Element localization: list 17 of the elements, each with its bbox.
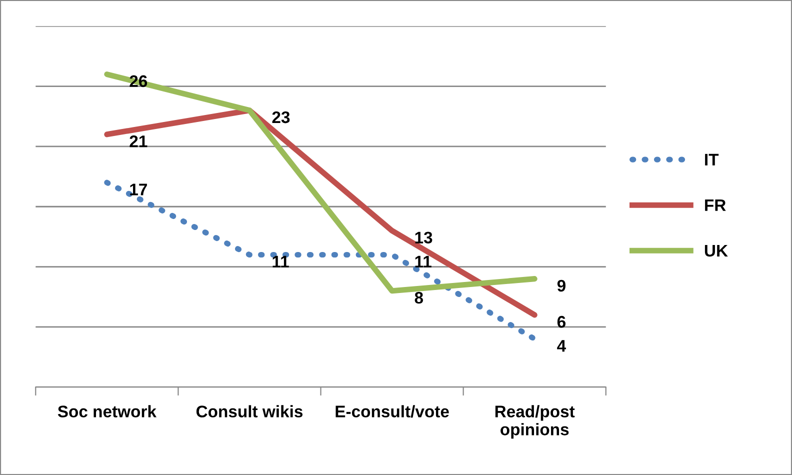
data-label: 23	[272, 111, 290, 124]
data-label: 21	[130, 135, 148, 148]
data-label: 11	[272, 256, 289, 268]
data-label: 8	[414, 292, 424, 304]
x-tick-label: E-consult/vote	[336, 405, 449, 418]
x-tick-label: Consult wikis	[196, 405, 303, 418]
data-label: 17	[130, 184, 147, 196]
data-label: 11	[415, 256, 432, 268]
legend-label: IT	[705, 154, 719, 166]
data-label: 9	[557, 280, 566, 292]
data-label: 6	[557, 316, 566, 328]
data-label: 13	[415, 232, 432, 244]
x-tick-label: Soc network	[58, 405, 156, 418]
legend-label: UK	[704, 245, 728, 257]
legend-label: FR	[705, 199, 726, 211]
x-tick-label: Read/post opinions	[495, 405, 575, 439]
data-label: 4	[557, 340, 566, 352]
